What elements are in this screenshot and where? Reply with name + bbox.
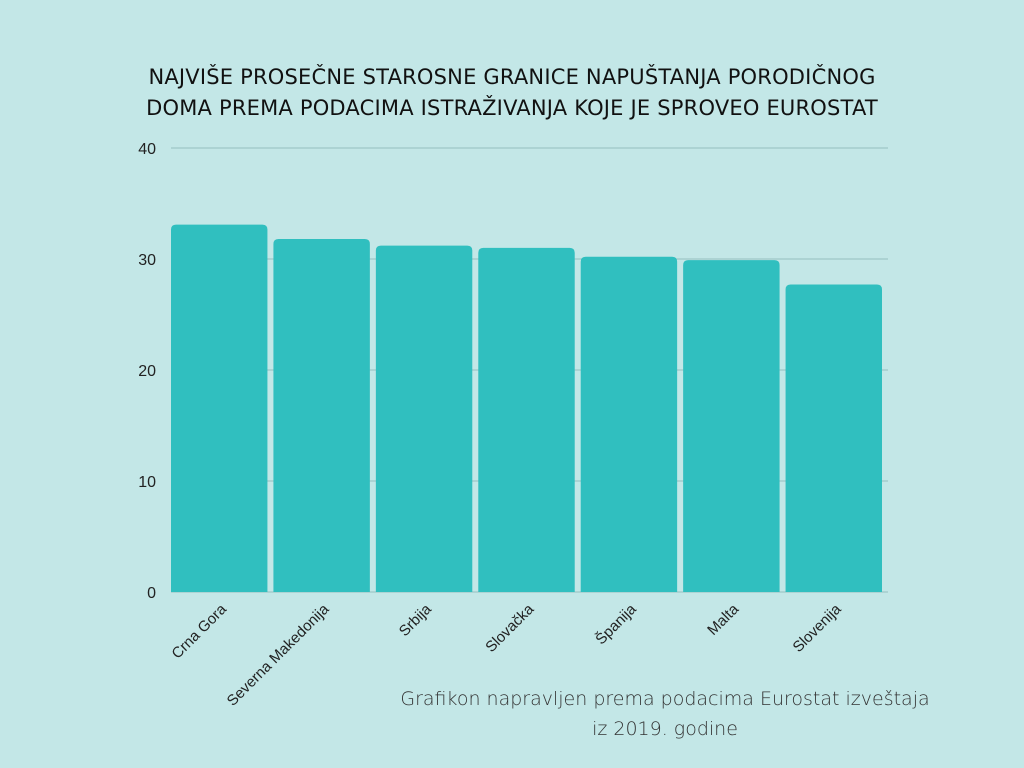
- y-tick-label: 30: [138, 252, 156, 269]
- bar: [375, 245, 473, 592]
- bar: [478, 247, 575, 592]
- chart-title-line: DOMA PREMA PODACIMA ISTRAŽIVANJA KOJE JE…: [146, 96, 878, 120]
- x-tick-label: Srbija: [396, 600, 436, 640]
- chart-title-line: NAJVIŠE PROSEČNE STAROSNE GRANICE NAPUŠT…: [148, 65, 876, 89]
- x-tick-label: Severna Makedonija: [224, 600, 333, 709]
- bar: [580, 256, 678, 592]
- x-tick-label: Španija: [592, 600, 640, 648]
- y-tick-label: 0: [147, 585, 156, 602]
- bar: [171, 224, 268, 592]
- y-tick-label: 20: [138, 363, 156, 380]
- chart-title: NAJVIŠE PROSEČNE STAROSNE GRANICE NAPUŠT…: [0, 62, 1024, 124]
- note-line: Grafikon napravljen prema podacima Euros…: [400, 688, 930, 710]
- x-tick-label: Malta: [704, 600, 742, 638]
- x-tick-label: Slovačka: [482, 600, 538, 656]
- x-tick-label: Slovenija: [790, 600, 846, 656]
- y-tick-label: 10: [138, 474, 156, 491]
- note-line: iz 2019. godine: [592, 718, 738, 740]
- x-tick-label: Crna Gora: [169, 600, 231, 662]
- bar: [273, 239, 370, 592]
- bar: [683, 260, 780, 592]
- bar: [785, 284, 882, 592]
- y-tick-label: 40: [138, 141, 156, 158]
- chart-source-note: Grafikon napravljen prema podacima Euros…: [380, 684, 950, 744]
